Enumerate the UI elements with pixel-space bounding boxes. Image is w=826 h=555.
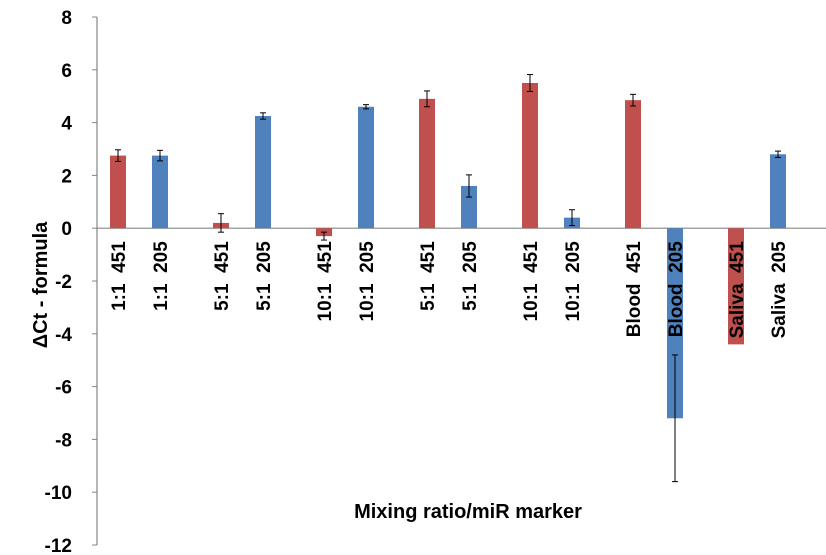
error-bar-10 — [630, 93, 636, 107]
category-label-1: 1:1 205 — [151, 241, 172, 311]
x-axis-title: Mixing ratio/miR marker — [354, 501, 582, 523]
y-tick-label: 6 — [61, 61, 72, 82]
error-bar-6 — [424, 90, 430, 108]
error-bar-9 — [569, 209, 575, 227]
category-label-4: 10:1 451 — [315, 241, 336, 322]
error-bar-5 — [363, 104, 369, 110]
y-tick-label: -10 — [45, 483, 72, 504]
y-tick-label: 2 — [61, 166, 72, 187]
bar-12 — [728, 228, 744, 345]
error-bar-4 — [321, 231, 327, 241]
category-label-6: 5:1 451 — [418, 241, 439, 311]
category-label-2: 5:1 451 — [212, 241, 233, 311]
axes — [92, 16, 826, 546]
y-tick-label: -6 — [55, 378, 72, 399]
error-bar-1 — [157, 149, 163, 162]
category-label-3: 5:1 205 — [254, 241, 275, 311]
bar-11 — [667, 228, 683, 419]
bar-13 — [770, 154, 786, 229]
error-bar-3 — [260, 112, 266, 120]
y-tick-label: 4 — [61, 114, 72, 135]
category-label-11: Blood 205 — [666, 241, 687, 338]
error-bar-11 — [672, 354, 678, 483]
category-label-0: 1:1 451 — [109, 241, 130, 311]
y-tick-label: -8 — [55, 430, 72, 451]
bar-8 — [522, 83, 538, 229]
bar-1 — [152, 155, 168, 229]
bar-7 — [461, 185, 477, 229]
category-label-8: 10:1 451 — [521, 241, 542, 322]
category-label-7: 5:1 205 — [460, 241, 481, 311]
bar-10 — [625, 100, 641, 229]
bar-3 — [255, 116, 271, 229]
y-tick-label: 0 — [61, 219, 72, 240]
category-label-12: Saliva 451 — [727, 241, 748, 339]
error-bar-13 — [775, 150, 781, 158]
y-axis-title: ΔCt - formula — [30, 221, 52, 348]
y-tick-label: 8 — [61, 8, 72, 29]
error-bar-2 — [218, 213, 224, 233]
bar-6 — [419, 98, 435, 229]
category-label-10: Blood 451 — [624, 241, 645, 338]
bar-5 — [358, 106, 374, 229]
category-labels: 1:1 451 1:1 205 5:1 451 5:1 205 10:1 451 10:1… — [109, 241, 790, 339]
category-label-9: 10:1 205 — [563, 241, 584, 322]
error-bar-7 — [466, 174, 472, 198]
category-label-13: Saliva 205 — [769, 241, 790, 339]
bars — [110, 83, 786, 419]
error-bar-0 — [115, 149, 121, 162]
y-tick-label: -2 — [55, 272, 72, 293]
y-tick-labels: 8 6 4 2 0 -2 -4 -6 -8 -10 -12 — [45, 8, 73, 555]
error-bars — [115, 74, 781, 483]
category-label-5: 10:1 205 — [357, 241, 378, 322]
error-bar-8 — [527, 74, 533, 92]
y-tick-label: -4 — [55, 325, 72, 346]
bar-0 — [110, 155, 126, 229]
y-tick-label: -12 — [45, 536, 72, 555]
